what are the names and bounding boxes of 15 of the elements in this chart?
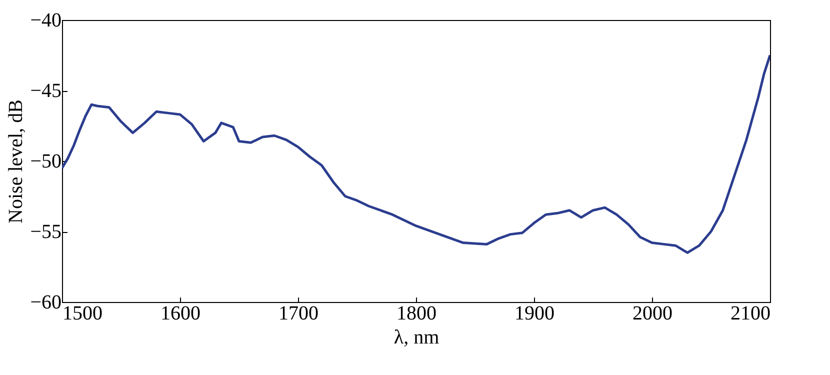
x-tick-label: 1700 [278, 302, 318, 324]
y-tick-label: −40 [30, 10, 62, 32]
line-series [62, 54, 770, 254]
x-tick-label: 1600 [160, 302, 200, 324]
y-tick-label: −45 [30, 80, 62, 102]
x-tick-label: 1800 [396, 302, 436, 324]
x-tick-label: 2100 [730, 302, 770, 324]
x-axis-title: λ, nm [394, 326, 440, 348]
y-tick-label: −60 [30, 292, 62, 314]
y-tick-label: −50 [30, 150, 62, 172]
x-tick-label: 2000 [632, 302, 672, 324]
y-axis-title: Noise level, dB [5, 100, 28, 224]
y-tick-label: −55 [30, 221, 62, 243]
x-tick-label: 1500 [62, 302, 102, 324]
x-tick-label: 1900 [514, 302, 554, 324]
